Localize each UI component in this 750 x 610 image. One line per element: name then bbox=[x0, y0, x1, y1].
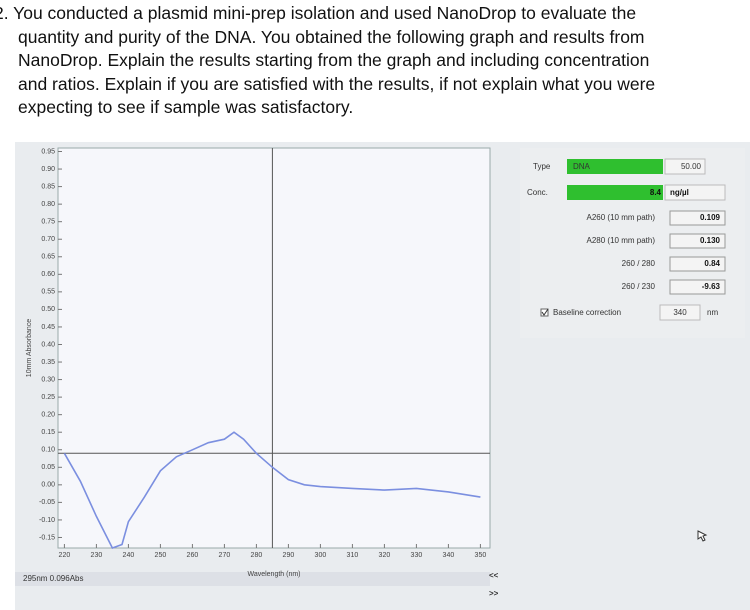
y-tick-label: 0.40 bbox=[41, 341, 55, 348]
x-tick-label: 250 bbox=[155, 552, 167, 559]
row-field bbox=[669, 210, 726, 226]
x-tick-label: 310 bbox=[347, 552, 359, 559]
row-label: A260 (10 mm path) bbox=[587, 213, 656, 222]
spectrum-curve bbox=[63, 431, 481, 549]
baseline-label: Baseline correction bbox=[553, 308, 621, 317]
conc-unit: ng/µl bbox=[670, 188, 689, 197]
x-tick-label: 300 bbox=[315, 552, 327, 559]
y-tick-label: 0.80 bbox=[41, 201, 55, 208]
baseline-unit: nm bbox=[707, 308, 718, 317]
plot-area bbox=[57, 147, 491, 549]
row-value: 0.130 bbox=[700, 236, 721, 245]
status-bar bbox=[15, 572, 490, 586]
y-tick-label: -0.10 bbox=[39, 517, 55, 524]
y-tick-label: 0.65 bbox=[41, 254, 55, 261]
question-line: NanoDrop. Explain the results starting f… bbox=[18, 50, 650, 70]
y-tick-label: 0.70 bbox=[41, 236, 55, 243]
y-tick-label: 0.90 bbox=[41, 166, 55, 173]
x-tick-label: 240 bbox=[123, 552, 135, 559]
y-tick-label: 0.10 bbox=[41, 447, 55, 454]
nav-back[interactable]: << bbox=[489, 571, 499, 580]
x-tick-label: 220 bbox=[59, 552, 71, 559]
conc-value: 8.4 bbox=[650, 188, 662, 197]
y-tick-label: 0.00 bbox=[41, 482, 55, 489]
y-tick-label: 0.30 bbox=[41, 376, 55, 383]
row-value: 0.84 bbox=[704, 259, 720, 268]
conc-label: Conc. bbox=[527, 188, 548, 197]
status-text: 295nm 0.096Abs bbox=[23, 574, 84, 583]
y-tick-label: 0.45 bbox=[41, 324, 55, 331]
y-tick-label: 0.60 bbox=[41, 271, 55, 278]
row-field bbox=[669, 256, 726, 272]
y-tick-label: -0.15 bbox=[39, 534, 55, 541]
unit-dropdown[interactable] bbox=[664, 184, 726, 201]
row-value: -9.63 bbox=[702, 282, 721, 291]
x-tick-label: 290 bbox=[283, 552, 295, 559]
y-axis-label: 10mm Absorbance bbox=[26, 319, 33, 377]
y-tick-label: 0.75 bbox=[41, 219, 55, 226]
x-axis-label: Wavelength (nm) bbox=[247, 571, 300, 578]
y-tick-label: 0.55 bbox=[41, 289, 55, 296]
x-tick-label: 270 bbox=[219, 552, 231, 559]
factor-field[interactable] bbox=[664, 158, 706, 175]
y-tick-label: 0.35 bbox=[41, 359, 55, 366]
x-tick-label: 350 bbox=[475, 552, 487, 559]
y-tick-label: 0.85 bbox=[41, 183, 55, 190]
x-tick-label: 320 bbox=[379, 552, 391, 559]
checkmark bbox=[541, 308, 549, 316]
row-value: 0.109 bbox=[700, 213, 721, 222]
factor-value: 50.00 bbox=[681, 162, 702, 171]
baseline-field[interactable] bbox=[659, 304, 701, 321]
question-line: and ratios. Explain if you are satisfied… bbox=[18, 73, 656, 94]
x-tick-label: 330 bbox=[411, 552, 423, 559]
y-tick-label: -0.05 bbox=[39, 499, 55, 506]
y-tick-label: 0.05 bbox=[41, 464, 55, 471]
y-tick-label: 0.50 bbox=[41, 306, 55, 313]
y-tick-label: 0.20 bbox=[41, 412, 55, 419]
x-tick-label: 230 bbox=[91, 552, 103, 559]
row-label: A280 (10 mm path) bbox=[587, 236, 656, 245]
question-line: quantity and purity of the DNA. You obta… bbox=[18, 26, 645, 47]
row-label: 260 / 230 bbox=[622, 282, 656, 291]
type-label: Type bbox=[533, 162, 551, 171]
row-label: 260 / 280 bbox=[622, 259, 656, 268]
question: 2. You conducted a plasmid mini-prep iso… bbox=[0, 2, 750, 140]
conc-field bbox=[567, 185, 663, 200]
y-tick-label: 0.25 bbox=[41, 394, 55, 401]
nav-forward[interactable]: >> bbox=[489, 589, 499, 598]
mouse-cursor bbox=[697, 530, 708, 542]
x-tick-label: 280 bbox=[251, 552, 263, 559]
type-value: DNA bbox=[573, 162, 591, 171]
question-line: expecting to see if sample was satisfact… bbox=[18, 97, 354, 117]
baseline-value: 340 bbox=[673, 308, 687, 317]
row-field bbox=[669, 279, 726, 295]
question-line: 2. You conducted a plasmid mini-prep iso… bbox=[0, 3, 637, 23]
baseline-checkbox[interactable] bbox=[540, 308, 549, 317]
nanodrop-screenshot: 295nm 0.096Abs << >> Wavelength (nm) 10m… bbox=[15, 142, 750, 610]
x-tick-label: 340 bbox=[443, 552, 455, 559]
type-field[interactable] bbox=[567, 159, 663, 174]
x-tick-label: 260 bbox=[187, 552, 199, 559]
y-tick-label: 0.95 bbox=[41, 148, 55, 155]
y-tick-label: 0.15 bbox=[41, 429, 55, 436]
row-field bbox=[669, 233, 726, 249]
